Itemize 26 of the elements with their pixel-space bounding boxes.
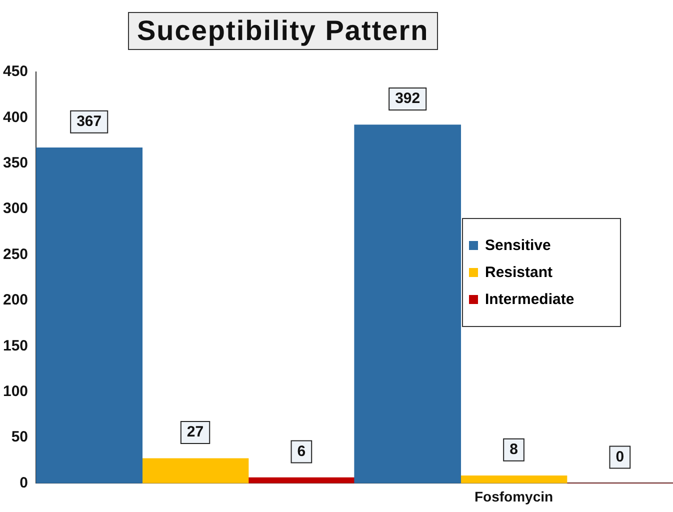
bar (248, 477, 355, 484)
legend-label: Intermediate (485, 291, 574, 308)
y-tick-label: 350 (2, 154, 28, 172)
data-label: 367 (76, 112, 102, 130)
y-tick-label: 200 (2, 292, 28, 309)
legend-label: Sensitive (485, 237, 551, 254)
bar (354, 124, 462, 484)
data-label: 8 (510, 441, 518, 458)
chart-title: Suceptibility Pattern (128, 12, 438, 50)
x-tick-label: Fosfomycin (474, 488, 554, 504)
y-tick-label: 150 (2, 337, 28, 354)
data-label: 392 (395, 90, 420, 108)
y-tick-label: 250 (2, 246, 28, 263)
y-tick-label: 100 (2, 382, 28, 400)
y-tick-label: 50 (11, 428, 28, 446)
y-tick-label: 300 (2, 200, 28, 218)
bar (460, 476, 568, 484)
bar (36, 148, 143, 484)
bar (142, 458, 249, 484)
y-tick-label: 450 (2, 63, 28, 80)
y-tick-label: 0 (20, 474, 28, 492)
y-tick-label: 400 (2, 108, 28, 126)
data-label: 6 (297, 442, 306, 460)
data-label: 27 (186, 424, 204, 441)
legend-label: Resistant (485, 264, 553, 281)
data-label: 0 (616, 448, 624, 466)
